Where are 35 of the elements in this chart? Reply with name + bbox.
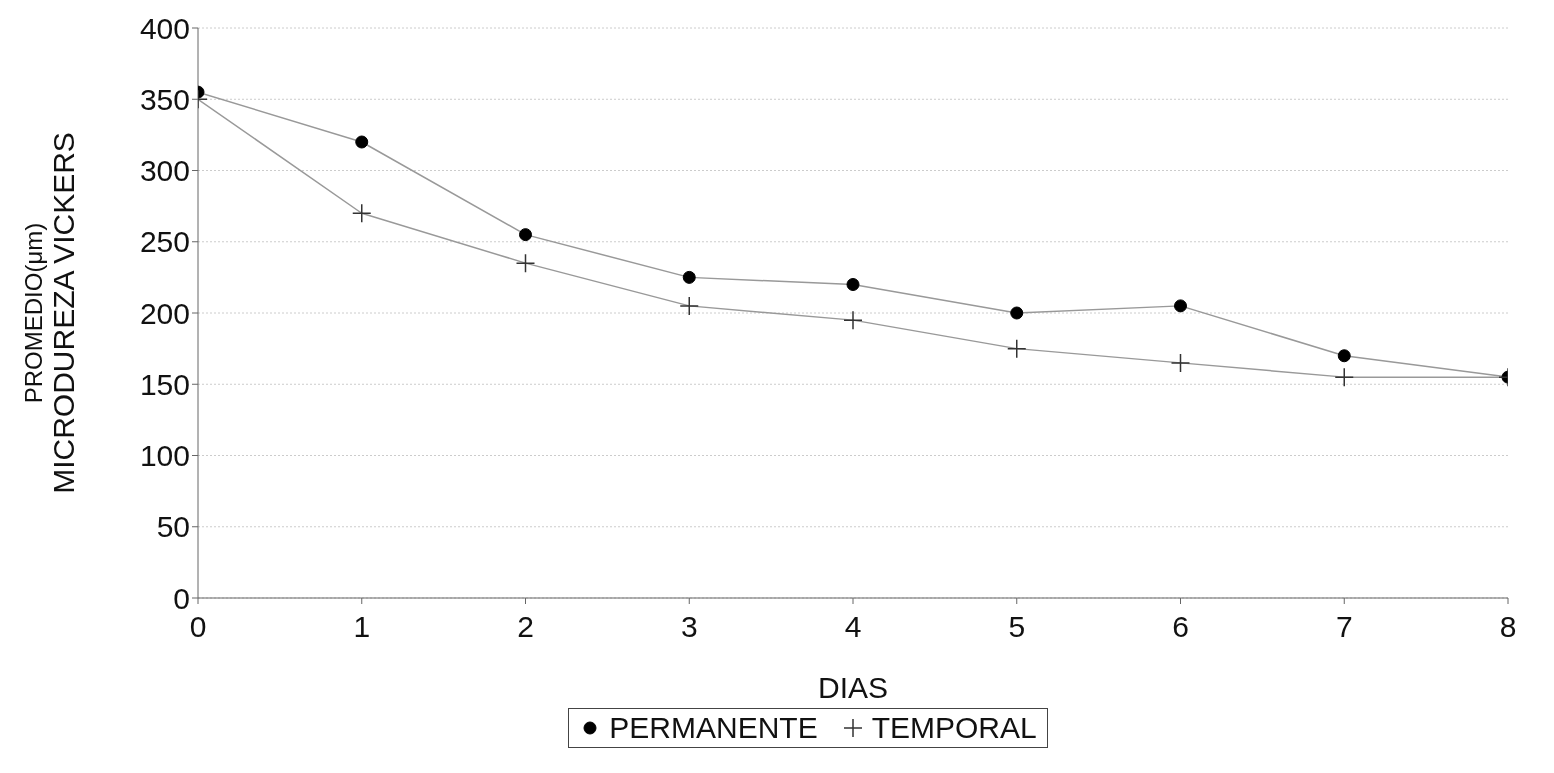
y-tick-label: 250: [139, 225, 190, 259]
x-tick-label: 6: [1172, 610, 1189, 644]
y-tick-label: 150: [139, 367, 190, 401]
y-tick-label: 350: [139, 82, 190, 116]
point: [1334, 367, 1354, 387]
point: [1337, 349, 1351, 363]
x-tick-label: 3: [680, 610, 698, 644]
point: [846, 278, 860, 291]
point: [515, 253, 536, 273]
x-tick-label: 1: [353, 610, 371, 644]
x-axis-title: DIAS: [817, 671, 889, 704]
y-tick-label: 300: [139, 154, 190, 188]
point: [355, 135, 369, 149]
point: [519, 228, 532, 242]
point: [1170, 353, 1191, 373]
point: [1010, 306, 1024, 320]
legend-label: PERMANENTE: [608, 711, 818, 745]
point: [1007, 338, 1027, 359]
x-tick-label: 5: [1008, 610, 1026, 644]
x-tick-label: 4: [844, 610, 862, 644]
point: [682, 270, 696, 284]
x-tick-label: 2: [517, 610, 534, 644]
point: [1174, 299, 1187, 313]
y-tick-label: 100: [139, 439, 190, 473]
x-tick-label: 8: [1499, 610, 1517, 644]
y-tick-label: 400: [139, 11, 190, 45]
y-axis-title: PROMEDIO(μm) MICRODUREZA VICKERS: [20, 132, 80, 494]
y-tick-label: 50: [156, 510, 190, 544]
point: [843, 310, 863, 330]
point: [352, 203, 372, 223]
y-tick-label: 200: [139, 296, 190, 330]
y-tick-label: 0: [173, 581, 190, 615]
point: [679, 296, 699, 316]
x-tick-label: 7: [1335, 610, 1353, 644]
legend-label: TEMPORAL: [870, 711, 1037, 745]
